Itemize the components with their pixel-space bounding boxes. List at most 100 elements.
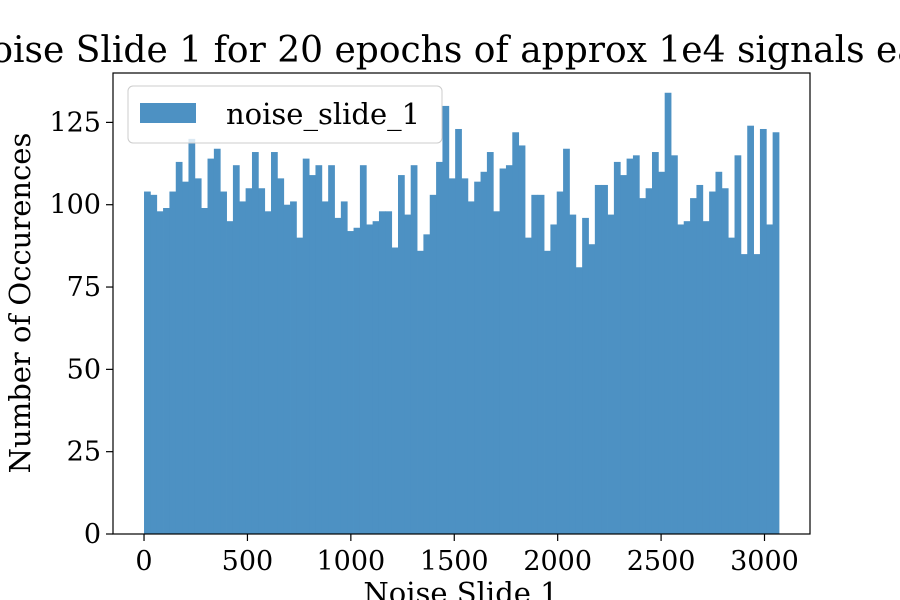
histogram-bars: [144, 92, 780, 535]
histogram-bar: [505, 165, 513, 534]
histogram-bar: [493, 211, 500, 535]
x-tick-label: 3000: [730, 546, 799, 577]
x-tick-label: 2000: [523, 546, 592, 577]
histogram-bar: [213, 148, 221, 535]
histogram-bar: [677, 224, 685, 534]
histogram-bar: [556, 191, 564, 535]
histogram-bar: [264, 211, 272, 535]
histogram-bar: [296, 237, 304, 534]
x-tick-label: 500: [222, 546, 274, 577]
histogram-bar: [226, 221, 234, 534]
histogram-bar: [423, 234, 431, 534]
y-axis: 0 25 50 75 100 125: [49, 107, 113, 550]
histogram-bar: [696, 184, 704, 534]
x-axis: 0 500 1000 1500 2000 2500 3000: [135, 534, 799, 577]
histogram-bar: [436, 161, 443, 534]
histogram-bar: [417, 250, 424, 534]
histogram-bar: [588, 244, 596, 535]
histogram-bar: [563, 148, 570, 535]
histogram-bar: [283, 204, 291, 534]
histogram-bar: [347, 231, 354, 534]
histogram-bar: [753, 254, 761, 535]
histogram-bar: [594, 184, 602, 534]
histogram-bar: [442, 105, 450, 535]
legend-box: [127, 85, 443, 144]
histogram-bar: [613, 161, 621, 534]
histogram-bar: [772, 132, 780, 534]
histogram-bar: [480, 171, 488, 535]
histogram-bar: [601, 184, 608, 534]
histogram-bar: [671, 155, 678, 534]
histogram-bar: [163, 208, 170, 534]
x-tick-label: 1500: [420, 546, 489, 577]
histogram-bar: [582, 217, 589, 534]
histogram-bar: [359, 165, 367, 534]
histogram-bar: [658, 171, 666, 535]
histogram-bar: [277, 178, 285, 534]
histogram-bar: [372, 221, 380, 534]
histogram-bar: [251, 152, 259, 534]
histogram-bar: [550, 224, 558, 534]
legend-swatch: [140, 103, 196, 123]
histogram-bar: [512, 132, 520, 534]
histogram-bar: [709, 191, 716, 535]
histogram-bar: [499, 168, 507, 535]
histogram-bar: [353, 227, 361, 534]
histogram-bar: [467, 201, 475, 535]
histogram-bar: [455, 128, 462, 535]
histogram-bar: [302, 158, 310, 535]
histogram-bar: [220, 191, 227, 535]
plot-frame: [112, 72, 811, 535]
histogram-bar: [315, 165, 323, 534]
y-tick-label: 75: [67, 272, 101, 303]
histogram-bar: [632, 155, 640, 534]
y-axis-label: Number of Occurences: [3, 133, 37, 474]
histogram-bar: [474, 181, 481, 534]
histogram-bar: [620, 175, 627, 534]
histogram-bar: [366, 224, 374, 534]
y-tick-label: 125: [49, 107, 101, 138]
histogram-bar: [651, 152, 659, 534]
histogram-bar: [683, 221, 691, 534]
histogram-bar: [486, 152, 494, 534]
histogram-bar: [328, 165, 335, 534]
x-tick-label: 2500: [627, 546, 696, 577]
histogram-bar: [378, 211, 386, 535]
histogram-bar: [175, 161, 183, 534]
histogram-bar: [201, 208, 208, 534]
legend-label: noise_slide_1: [226, 97, 420, 132]
histogram-bar: [391, 247, 399, 534]
histogram-bar: [518, 145, 526, 534]
histogram-bar: [690, 198, 697, 534]
histogram-bar: [271, 152, 278, 534]
histogram-bar: [232, 165, 240, 534]
histogram-bar: [537, 194, 545, 534]
histogram-bar: [245, 188, 253, 534]
histogram-bar: [309, 175, 316, 534]
histogram-bar: [626, 158, 634, 535]
histogram-bar: [766, 224, 774, 534]
histogram-bar: [531, 194, 539, 534]
histogram-bar: [544, 250, 551, 534]
histogram-bar: [645, 188, 653, 534]
histogram-bar: [404, 214, 412, 534]
y-tick-label: 0: [84, 519, 101, 550]
histogram-bar: [461, 178, 469, 534]
histogram-bar: [340, 201, 348, 535]
histogram-bar: [321, 201, 329, 535]
legend: noise_slide_1: [127, 85, 443, 144]
histogram-bar: [607, 214, 615, 534]
histogram-bar: [715, 171, 723, 535]
x-tick-label: 0: [135, 546, 152, 577]
histogram-bar: [740, 254, 748, 535]
histogram-bar: [721, 188, 729, 534]
histogram-bar: [290, 201, 297, 535]
histogram-bar: [188, 138, 196, 535]
x-tick-label: 1000: [316, 546, 385, 577]
histogram-bar: [525, 237, 532, 534]
histogram-bar: [575, 267, 583, 534]
histogram-bar: [429, 194, 437, 534]
histogram-bar: [156, 211, 164, 535]
histogram-bar: [410, 165, 418, 534]
